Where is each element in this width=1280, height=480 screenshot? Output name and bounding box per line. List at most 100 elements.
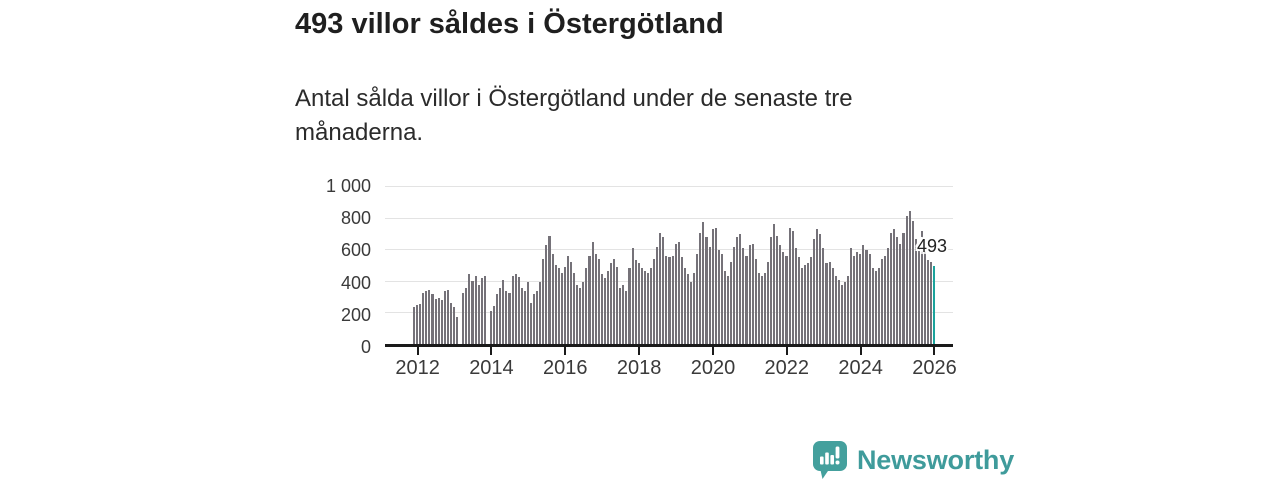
bar xyxy=(671,255,674,344)
bar xyxy=(745,255,748,344)
bar xyxy=(576,284,579,344)
bar xyxy=(920,231,923,344)
bar xyxy=(591,242,594,344)
gridline xyxy=(385,217,953,219)
bar xyxy=(563,266,566,344)
bar xyxy=(511,276,514,344)
bar xyxy=(659,232,662,344)
bar xyxy=(763,272,766,344)
bar xyxy=(914,238,917,344)
bar xyxy=(890,232,893,344)
bar xyxy=(766,261,770,344)
bar xyxy=(453,306,456,344)
bar xyxy=(853,255,856,344)
x-tick-mark xyxy=(933,347,936,355)
y-tick-label: 600 xyxy=(340,240,371,261)
bar xyxy=(489,310,493,344)
bar xyxy=(622,284,625,344)
bar xyxy=(650,268,653,344)
bar xyxy=(465,287,468,344)
y-tick-label: 800 xyxy=(340,208,371,229)
x-tick-label: 2024 xyxy=(838,357,883,379)
bar xyxy=(551,253,554,344)
bar xyxy=(634,260,637,344)
bar xyxy=(810,257,813,344)
bar xyxy=(816,229,819,344)
bar xyxy=(782,251,785,344)
x-tick-mark xyxy=(711,347,714,355)
bar xyxy=(837,280,840,344)
bar xyxy=(711,229,714,344)
x-tick-label: 2026 xyxy=(912,357,957,379)
bar xyxy=(862,245,865,344)
bar xyxy=(686,274,690,344)
bar xyxy=(742,248,745,344)
bar xyxy=(443,291,446,344)
x-tick-label: 2020 xyxy=(690,357,736,379)
x-tick-mark xyxy=(416,347,419,355)
bar xyxy=(539,281,542,344)
bar xyxy=(569,261,573,344)
bar xyxy=(887,248,890,344)
chart-title: 493 villor såldes i Östergötland xyxy=(295,8,724,40)
bar xyxy=(628,268,631,344)
bar xyxy=(416,305,419,344)
bar xyxy=(797,257,800,344)
x-tick-mark xyxy=(638,347,641,355)
bar xyxy=(606,271,609,344)
bar xyxy=(856,251,859,344)
bar xyxy=(566,255,569,344)
bar xyxy=(646,272,650,344)
bar xyxy=(496,294,499,344)
bar xyxy=(425,291,428,344)
gridline xyxy=(385,186,953,187)
bar xyxy=(757,272,760,344)
bar xyxy=(690,281,693,344)
bar xyxy=(557,268,560,344)
bar xyxy=(859,253,862,344)
bar xyxy=(560,272,563,344)
bar xyxy=(582,281,585,344)
bar xyxy=(751,243,754,344)
bar xyxy=(831,268,834,344)
bar xyxy=(828,261,831,344)
x-tick-label: 2012 xyxy=(395,357,440,379)
bar xyxy=(776,235,779,344)
bar xyxy=(674,243,677,344)
bar xyxy=(696,253,699,344)
bar xyxy=(850,248,853,344)
bar xyxy=(699,232,702,344)
bar xyxy=(868,253,871,344)
y-tick-label: 400 xyxy=(340,272,371,293)
bar xyxy=(893,229,896,344)
bar xyxy=(720,253,723,344)
bar xyxy=(554,265,557,344)
bar xyxy=(794,248,797,344)
bar xyxy=(419,303,422,344)
bar xyxy=(680,257,683,344)
bar xyxy=(449,302,453,344)
x-tick-label: 2022 xyxy=(764,357,810,379)
bar xyxy=(499,287,502,344)
bar xyxy=(594,253,597,344)
bar xyxy=(422,292,425,344)
bar xyxy=(730,261,733,344)
bar xyxy=(693,272,696,344)
bar xyxy=(523,291,526,344)
bar xyxy=(899,243,902,344)
bar xyxy=(874,271,877,344)
bar xyxy=(877,268,880,344)
y-tick-label: 200 xyxy=(340,304,371,325)
highlighted-bar xyxy=(933,266,936,344)
gridline xyxy=(385,249,953,251)
bar xyxy=(637,263,640,344)
bar xyxy=(923,250,927,344)
bar-strip: 2012 2014 2016 2018 2020 2022 2024 2026 xyxy=(395,186,957,379)
bar xyxy=(474,276,477,344)
bar xyxy=(733,246,736,344)
bar xyxy=(529,302,533,344)
bar xyxy=(536,291,539,344)
bar xyxy=(603,278,606,344)
bar xyxy=(905,216,908,344)
bar xyxy=(665,255,668,344)
